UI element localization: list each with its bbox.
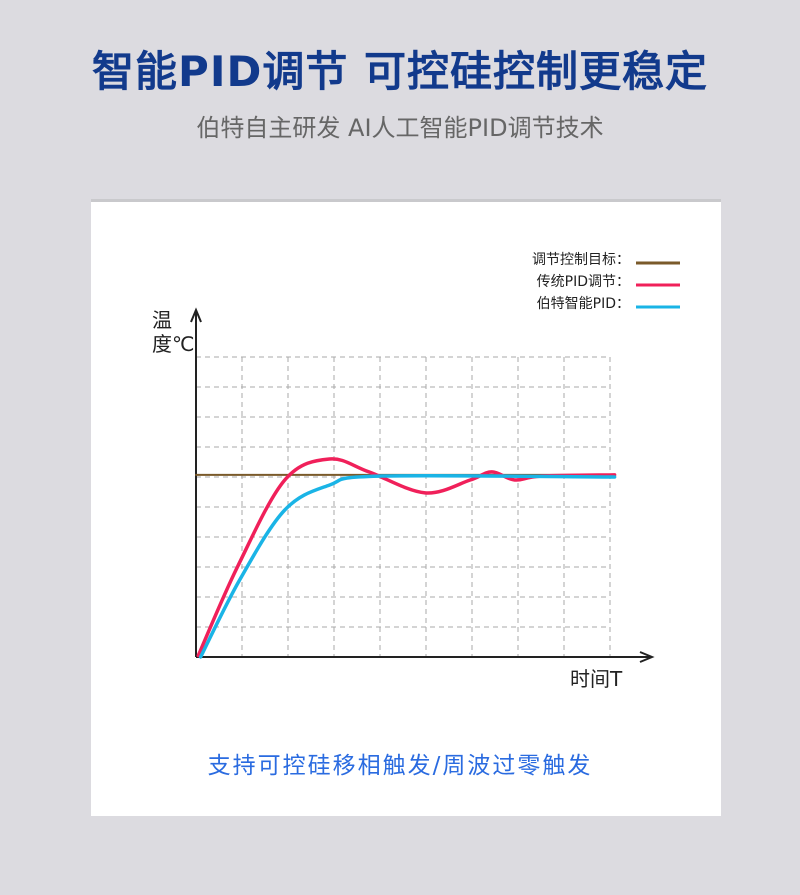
y-axis-arrow-icon (190, 307, 202, 323)
legend-label-0: 调节控制目标： (532, 252, 630, 268)
footer-text: 支持可控硅移相触发/周波过零触发 (207, 753, 593, 779)
legend-label-2: 伯特智能PID： (537, 296, 630, 312)
legend-label-1: 传统PID调节： (537, 274, 630, 290)
y-axis-label: 温度℃ (152, 308, 195, 356)
series-line-1 (196, 457, 617, 658)
page-subtitle: 伯特自主研发 AI人工智能PID调节技术 (196, 114, 604, 142)
x-axis-arrow-icon (639, 651, 655, 663)
page-title: 智能PID调节 可控硅控制更稳定 (92, 47, 708, 96)
series-line-2 (198, 473, 617, 659)
x-axis-label: 时间T (570, 667, 623, 691)
